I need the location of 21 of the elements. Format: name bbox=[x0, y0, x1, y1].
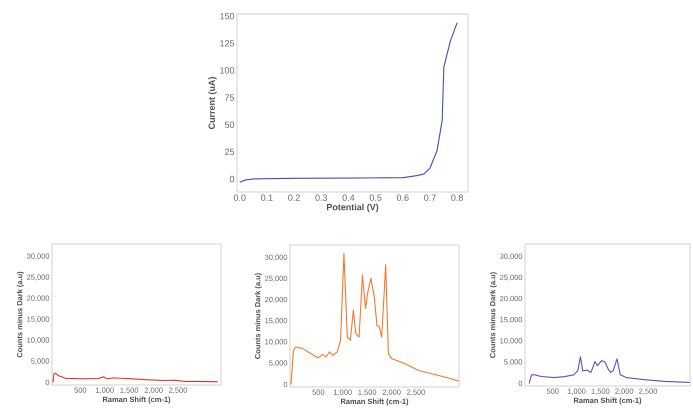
x-tick-label: 0.7 bbox=[424, 194, 436, 201]
y-tick-label: 75 bbox=[224, 94, 234, 101]
x-tick-label: 0.1 bbox=[261, 194, 273, 201]
y-tick-label: 125 bbox=[220, 40, 234, 46]
line-series bbox=[52, 372, 218, 384]
y-tick-label: 50 bbox=[224, 122, 234, 128]
y-tick-label: 0 bbox=[230, 176, 234, 182]
x-tick-label: 0.6 bbox=[396, 194, 409, 201]
x-tick-label: 0.4 bbox=[342, 194, 354, 201]
x-tick-label: 0.8 bbox=[451, 194, 463, 201]
x-tick-label: 0.5 bbox=[370, 194, 382, 201]
y-tick-label: 25 bbox=[224, 148, 234, 156]
y-tick-label: 100 bbox=[220, 67, 234, 74]
y-tick-label: 150 bbox=[220, 12, 234, 20]
y-axis-title: Current (uA) bbox=[208, 77, 217, 130]
x-tick-label: 0.2 bbox=[288, 194, 300, 201]
line-series bbox=[528, 356, 690, 384]
x-tick-label: 0.0 bbox=[234, 194, 246, 201]
x-axis-title: Potential (V) bbox=[326, 204, 378, 212]
x-tick-label: 0.3 bbox=[315, 194, 328, 201]
line-series bbox=[290, 252, 460, 386]
